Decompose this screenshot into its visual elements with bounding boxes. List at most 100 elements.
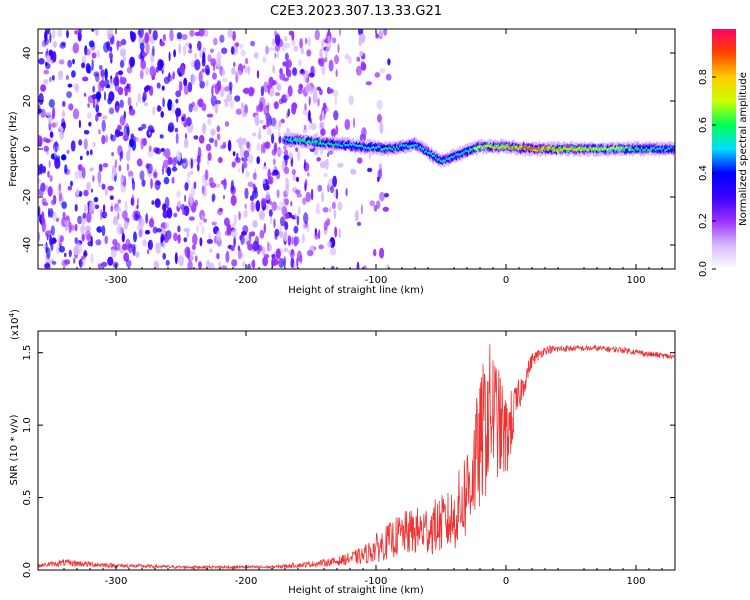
heatmap-noise-cell	[55, 217, 60, 222]
heatmap-noise-cell	[249, 195, 255, 202]
heatmap-noise-cell	[50, 225, 55, 236]
heatmap-noise-cell	[260, 197, 267, 207]
snr-panel: -300 -200 -100 0 100 0.0 0.5 1.0 1.5 Height of …	[8, 309, 676, 596]
heatmap-noise-cell	[232, 30, 236, 42]
heatmap-noise-cell	[83, 189, 89, 197]
heatmap-noise-cell	[176, 32, 182, 40]
heatmap-noise-cell	[44, 263, 51, 269]
heatmap-noise-cell	[82, 260, 86, 267]
heatmap-noise-cell	[42, 243, 47, 249]
heatmap-noise-cell	[250, 40, 256, 47]
heatmap-noise-cell	[101, 115, 108, 120]
heatmap-noise-cell	[327, 240, 332, 248]
heatmap-noise-cell	[147, 239, 153, 251]
heatmap-noise-cell	[359, 50, 364, 57]
heatmap-noise-cell	[142, 138, 147, 146]
heatmap-noise-cell	[193, 135, 199, 140]
heatmap-noise-cell	[109, 49, 113, 60]
heatmap-noise-cell	[129, 30, 133, 37]
heatmap-noise-cell	[379, 247, 385, 259]
heatmap-noise-cell	[86, 150, 90, 156]
heatmap-noise-cell	[100, 208, 103, 221]
heatmap-noise-cell	[379, 68, 386, 74]
heatmap-noise-cell	[207, 54, 212, 62]
heatmap-noise-cell	[185, 117, 192, 127]
heatmap-noise-cell	[222, 141, 227, 149]
heatmap-noise-cell	[197, 40, 202, 51]
heatmap-noise-cell	[79, 155, 83, 161]
heatmap-noise-cell	[252, 172, 257, 180]
heatmap-noise-cell	[196, 225, 199, 233]
x-tick-label: -200	[235, 576, 258, 587]
heatmap-noise-cell	[46, 55, 51, 63]
heatmap-noise-cell	[57, 185, 60, 196]
heatmap-noise-cell	[74, 204, 78, 212]
heatmap-noise-cell	[44, 30, 48, 42]
heatmap-noise-cell	[310, 122, 317, 131]
heatmap-noise-cell	[65, 75, 69, 80]
heatmap-noise-cell	[101, 183, 106, 190]
x-tick-label: 0	[503, 576, 509, 587]
heatmap-noise-cell	[80, 224, 86, 235]
heatmap-noise-cell	[321, 38, 324, 51]
heatmap-noise-cell	[259, 101, 263, 111]
heatmap-noise-cell	[298, 59, 302, 67]
heatmap-noise-cell	[344, 54, 350, 60]
heatmap-noise-cell	[377, 113, 382, 123]
heatmap-noise-cell	[210, 58, 217, 67]
heatmap-noise-cell	[125, 238, 131, 251]
heatmap-noise-cell	[183, 77, 188, 87]
heatmap-noise-cell	[295, 147, 299, 152]
heatmap-noise-cell	[120, 181, 123, 186]
heatmap-noise-cell	[38, 205, 41, 218]
heatmap-noise-cell	[293, 225, 299, 234]
heatmap-noise-cell	[87, 103, 90, 108]
heatmap-noise-cell	[45, 61, 48, 66]
heatmap-noise-cell	[303, 77, 308, 83]
heatmap-noise-cell	[89, 167, 94, 172]
heatmap-noise-cell	[223, 194, 225, 200]
heatmap-noise-cell	[262, 142, 266, 154]
heatmap-noise-cell	[77, 31, 82, 42]
heatmap-noise-cell	[92, 142, 96, 148]
heatmap-noise-cell	[92, 175, 95, 183]
heatmap-noise-cell	[306, 223, 310, 233]
heatmap-noise-cell	[126, 150, 131, 162]
heatmap-noise-cell	[176, 190, 181, 198]
heatmap-noise-cell	[225, 250, 230, 263]
heatmap-noise-cell	[356, 261, 360, 269]
heatmap-noise-cell	[141, 123, 147, 130]
heatmap-noise-cell	[272, 158, 276, 166]
heatmap-noise-cell	[230, 46, 235, 55]
heatmap-noise-cell	[189, 170, 194, 176]
heatmap-noise-cell	[43, 78, 49, 85]
heatmap-noise-cell	[140, 59, 147, 70]
heatmap-noise-cell	[264, 141, 271, 149]
heatmap-noise-cell	[152, 105, 156, 116]
heatmap-noise-cell	[107, 185, 114, 191]
heatmap-noise-cell	[167, 122, 175, 133]
heatmap-noise-cell	[102, 212, 108, 218]
heatmap-noise-cell	[121, 210, 128, 220]
heatmap-noise-cell	[210, 128, 216, 136]
heatmap-noise-cell	[174, 127, 179, 133]
heatmap-noise-cell	[117, 199, 122, 204]
heatmap-noise-cell	[173, 212, 178, 218]
x-tick-label: -300	[105, 275, 128, 286]
heatmap-noise-cell	[333, 89, 339, 98]
heatmap-noise-cell	[281, 42, 286, 52]
heatmap-noise-cell	[142, 95, 146, 103]
heatmap-noise-cell	[226, 93, 232, 102]
heatmap-noise-cell	[46, 48, 49, 54]
heatmap-noise-cell	[216, 125, 221, 133]
heatmap-noise-cell	[211, 85, 214, 97]
heatmap-noise-cell	[256, 105, 260, 113]
heatmap-noise-cell	[90, 253, 94, 264]
heatmap-noise-cell	[93, 196, 99, 203]
heatmap-noise-cell	[325, 107, 330, 113]
heatmap-noise-cell	[252, 132, 257, 137]
heatmap-noise-cell	[272, 38, 275, 47]
heatmap-noise-cell	[301, 233, 305, 244]
heatmap-noise-cell	[326, 218, 331, 226]
